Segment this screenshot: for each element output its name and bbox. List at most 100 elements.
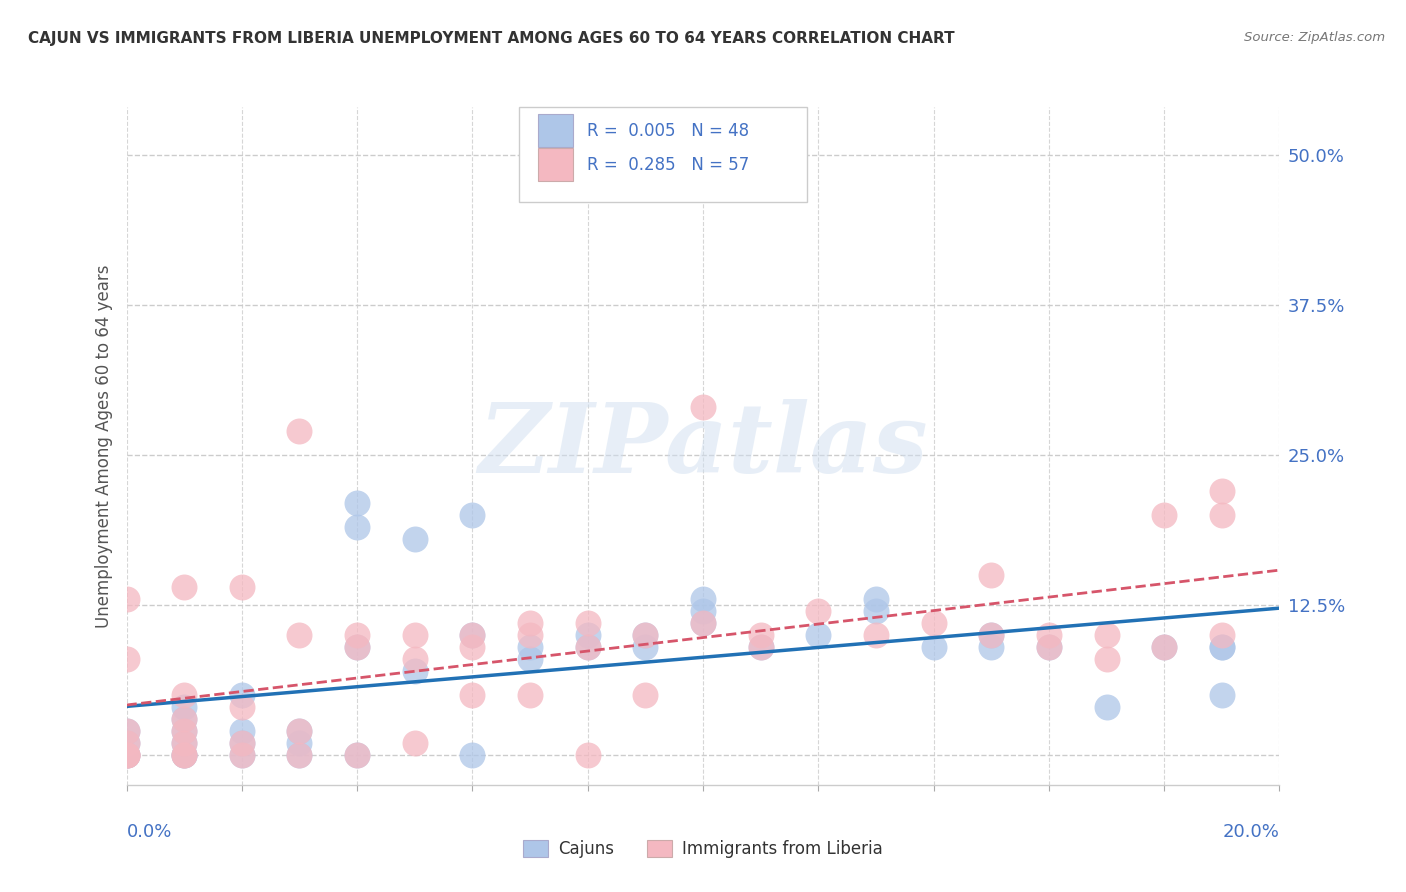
Point [115, 736, 138, 750]
Text: ZIPatlas: ZIPatlas [478, 399, 928, 493]
Point [288, 747, 311, 762]
Point [346, 520, 368, 534]
Point [346, 496, 368, 510]
Point [749, 628, 772, 642]
Point [1211, 483, 1233, 498]
Point [865, 628, 887, 642]
Point [231, 736, 253, 750]
Text: 20.0%: 20.0% [1223, 823, 1279, 841]
Point [115, 592, 138, 607]
Point [231, 747, 253, 762]
Point [1211, 688, 1233, 702]
Point [231, 700, 253, 714]
Point [173, 747, 195, 762]
Point [461, 628, 484, 642]
Point [749, 640, 772, 654]
Point [404, 652, 426, 666]
Point [461, 688, 484, 702]
Point [980, 628, 1002, 642]
Point [288, 723, 311, 738]
Point [461, 747, 484, 762]
Point [288, 723, 311, 738]
Point [231, 723, 253, 738]
Point [576, 615, 599, 630]
Legend: Cajuns, Immigrants from Liberia: Cajuns, Immigrants from Liberia [516, 833, 890, 864]
Point [346, 640, 368, 654]
Point [519, 640, 541, 654]
Point [173, 712, 195, 726]
Point [173, 747, 195, 762]
Point [1038, 628, 1060, 642]
Point [576, 747, 599, 762]
Text: Source: ZipAtlas.com: Source: ZipAtlas.com [1244, 31, 1385, 45]
Point [115, 723, 138, 738]
Point [115, 723, 138, 738]
Point [173, 580, 195, 594]
Point [980, 568, 1002, 582]
Point [865, 592, 887, 607]
Point [288, 424, 311, 438]
Text: R =  0.285   N = 57: R = 0.285 N = 57 [586, 156, 749, 174]
Point [404, 736, 426, 750]
Point [1095, 700, 1118, 714]
Point [404, 628, 426, 642]
Point [634, 628, 657, 642]
Point [115, 747, 138, 762]
Text: CAJUN VS IMMIGRANTS FROM LIBERIA UNEMPLOYMENT AMONG AGES 60 TO 64 YEARS CORRELAT: CAJUN VS IMMIGRANTS FROM LIBERIA UNEMPLO… [28, 31, 955, 46]
Point [173, 723, 195, 738]
Point [922, 640, 945, 654]
Point [692, 604, 714, 618]
Point [115, 747, 138, 762]
Point [461, 640, 484, 654]
Point [231, 688, 253, 702]
Point [519, 628, 541, 642]
Point [115, 747, 138, 762]
Point [634, 628, 657, 642]
Point [634, 688, 657, 702]
Point [980, 640, 1002, 654]
Point [980, 628, 1002, 642]
Point [115, 736, 138, 750]
Text: 0.0%: 0.0% [127, 823, 172, 841]
Text: R =  0.005   N = 48: R = 0.005 N = 48 [586, 122, 748, 140]
Point [115, 747, 138, 762]
Point [865, 604, 887, 618]
Point [461, 508, 484, 522]
Point [807, 604, 830, 618]
Point [922, 615, 945, 630]
Point [173, 712, 195, 726]
Point [173, 736, 195, 750]
Point [231, 736, 253, 750]
Point [1211, 640, 1233, 654]
Bar [538, 148, 572, 181]
Point [231, 580, 253, 594]
Point [288, 628, 311, 642]
Point [1095, 652, 1118, 666]
Point [1211, 508, 1233, 522]
Point [1153, 508, 1175, 522]
Point [288, 736, 311, 750]
Point [173, 747, 195, 762]
Point [1211, 628, 1233, 642]
Point [1153, 640, 1175, 654]
Point [1038, 640, 1060, 654]
Point [346, 640, 368, 654]
Point [634, 640, 657, 654]
Point [576, 628, 599, 642]
Point [404, 664, 426, 678]
Point [692, 400, 714, 414]
Point [346, 628, 368, 642]
Point [173, 700, 195, 714]
Point [173, 688, 195, 702]
Point [576, 640, 599, 654]
Point [1095, 628, 1118, 642]
Point [1211, 640, 1233, 654]
Point [519, 652, 541, 666]
Point [346, 747, 368, 762]
Point [1153, 640, 1175, 654]
Bar [538, 114, 572, 147]
Point [115, 747, 138, 762]
Point [576, 640, 599, 654]
Point [519, 688, 541, 702]
Point [173, 723, 195, 738]
